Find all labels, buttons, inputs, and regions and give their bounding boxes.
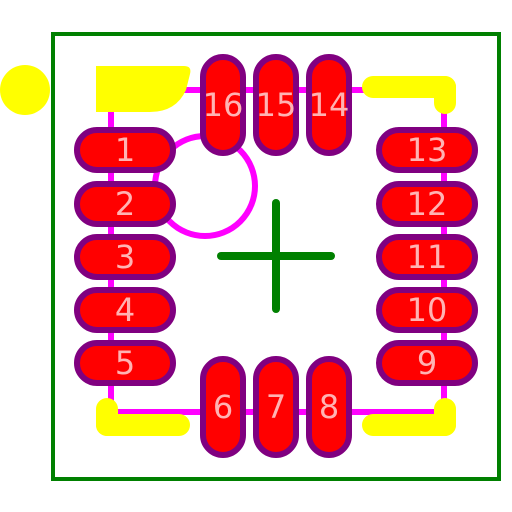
- pad-13: [376, 127, 478, 173]
- pad-label-4: 4: [115, 291, 135, 329]
- pad-label-16: 16: [203, 86, 244, 124]
- pad-14: [306, 54, 352, 156]
- pad-15: [253, 54, 299, 156]
- fab-corner-bottom-right: [362, 398, 456, 436]
- pad-label-14: 14: [309, 86, 350, 124]
- pad-4: [74, 287, 176, 333]
- pad-7: [253, 356, 299, 458]
- fab-corner-bottom-left: [96, 398, 190, 436]
- pad-label-9: 9: [417, 344, 437, 382]
- fab-corner-top-left: [96, 66, 191, 112]
- pad-1: [74, 127, 176, 173]
- pad-label-1: 1: [115, 131, 135, 169]
- pad-10: [376, 287, 478, 333]
- pad-9: [376, 340, 478, 386]
- courtyard-outline: [51, 32, 501, 481]
- pad-label-12: 12: [407, 185, 448, 223]
- pad-label-8: 8: [319, 388, 339, 426]
- pad-label-13: 13: [407, 131, 448, 169]
- pad-5: [74, 340, 176, 386]
- pad-3: [74, 234, 176, 280]
- pad-label-7: 7: [266, 388, 286, 426]
- pad-label-3: 3: [115, 238, 135, 276]
- pad-label-6: 6: [213, 388, 233, 426]
- center-cross: [217, 199, 335, 313]
- pad-11: [376, 234, 478, 280]
- fab-corner-top-right: [362, 76, 456, 114]
- pad-label-15: 15: [256, 86, 297, 124]
- pad-label-11: 11: [407, 238, 448, 276]
- pin1-marker-dot: [0, 65, 50, 115]
- pad-8: [306, 356, 352, 458]
- pad-6: [200, 356, 246, 458]
- pad-2: [74, 181, 176, 227]
- pad-12: [376, 181, 478, 227]
- pad-16: [200, 54, 246, 156]
- pad-label-2: 2: [115, 185, 135, 223]
- pad-label-5: 5: [115, 344, 135, 382]
- pad-label-10: 10: [407, 291, 448, 329]
